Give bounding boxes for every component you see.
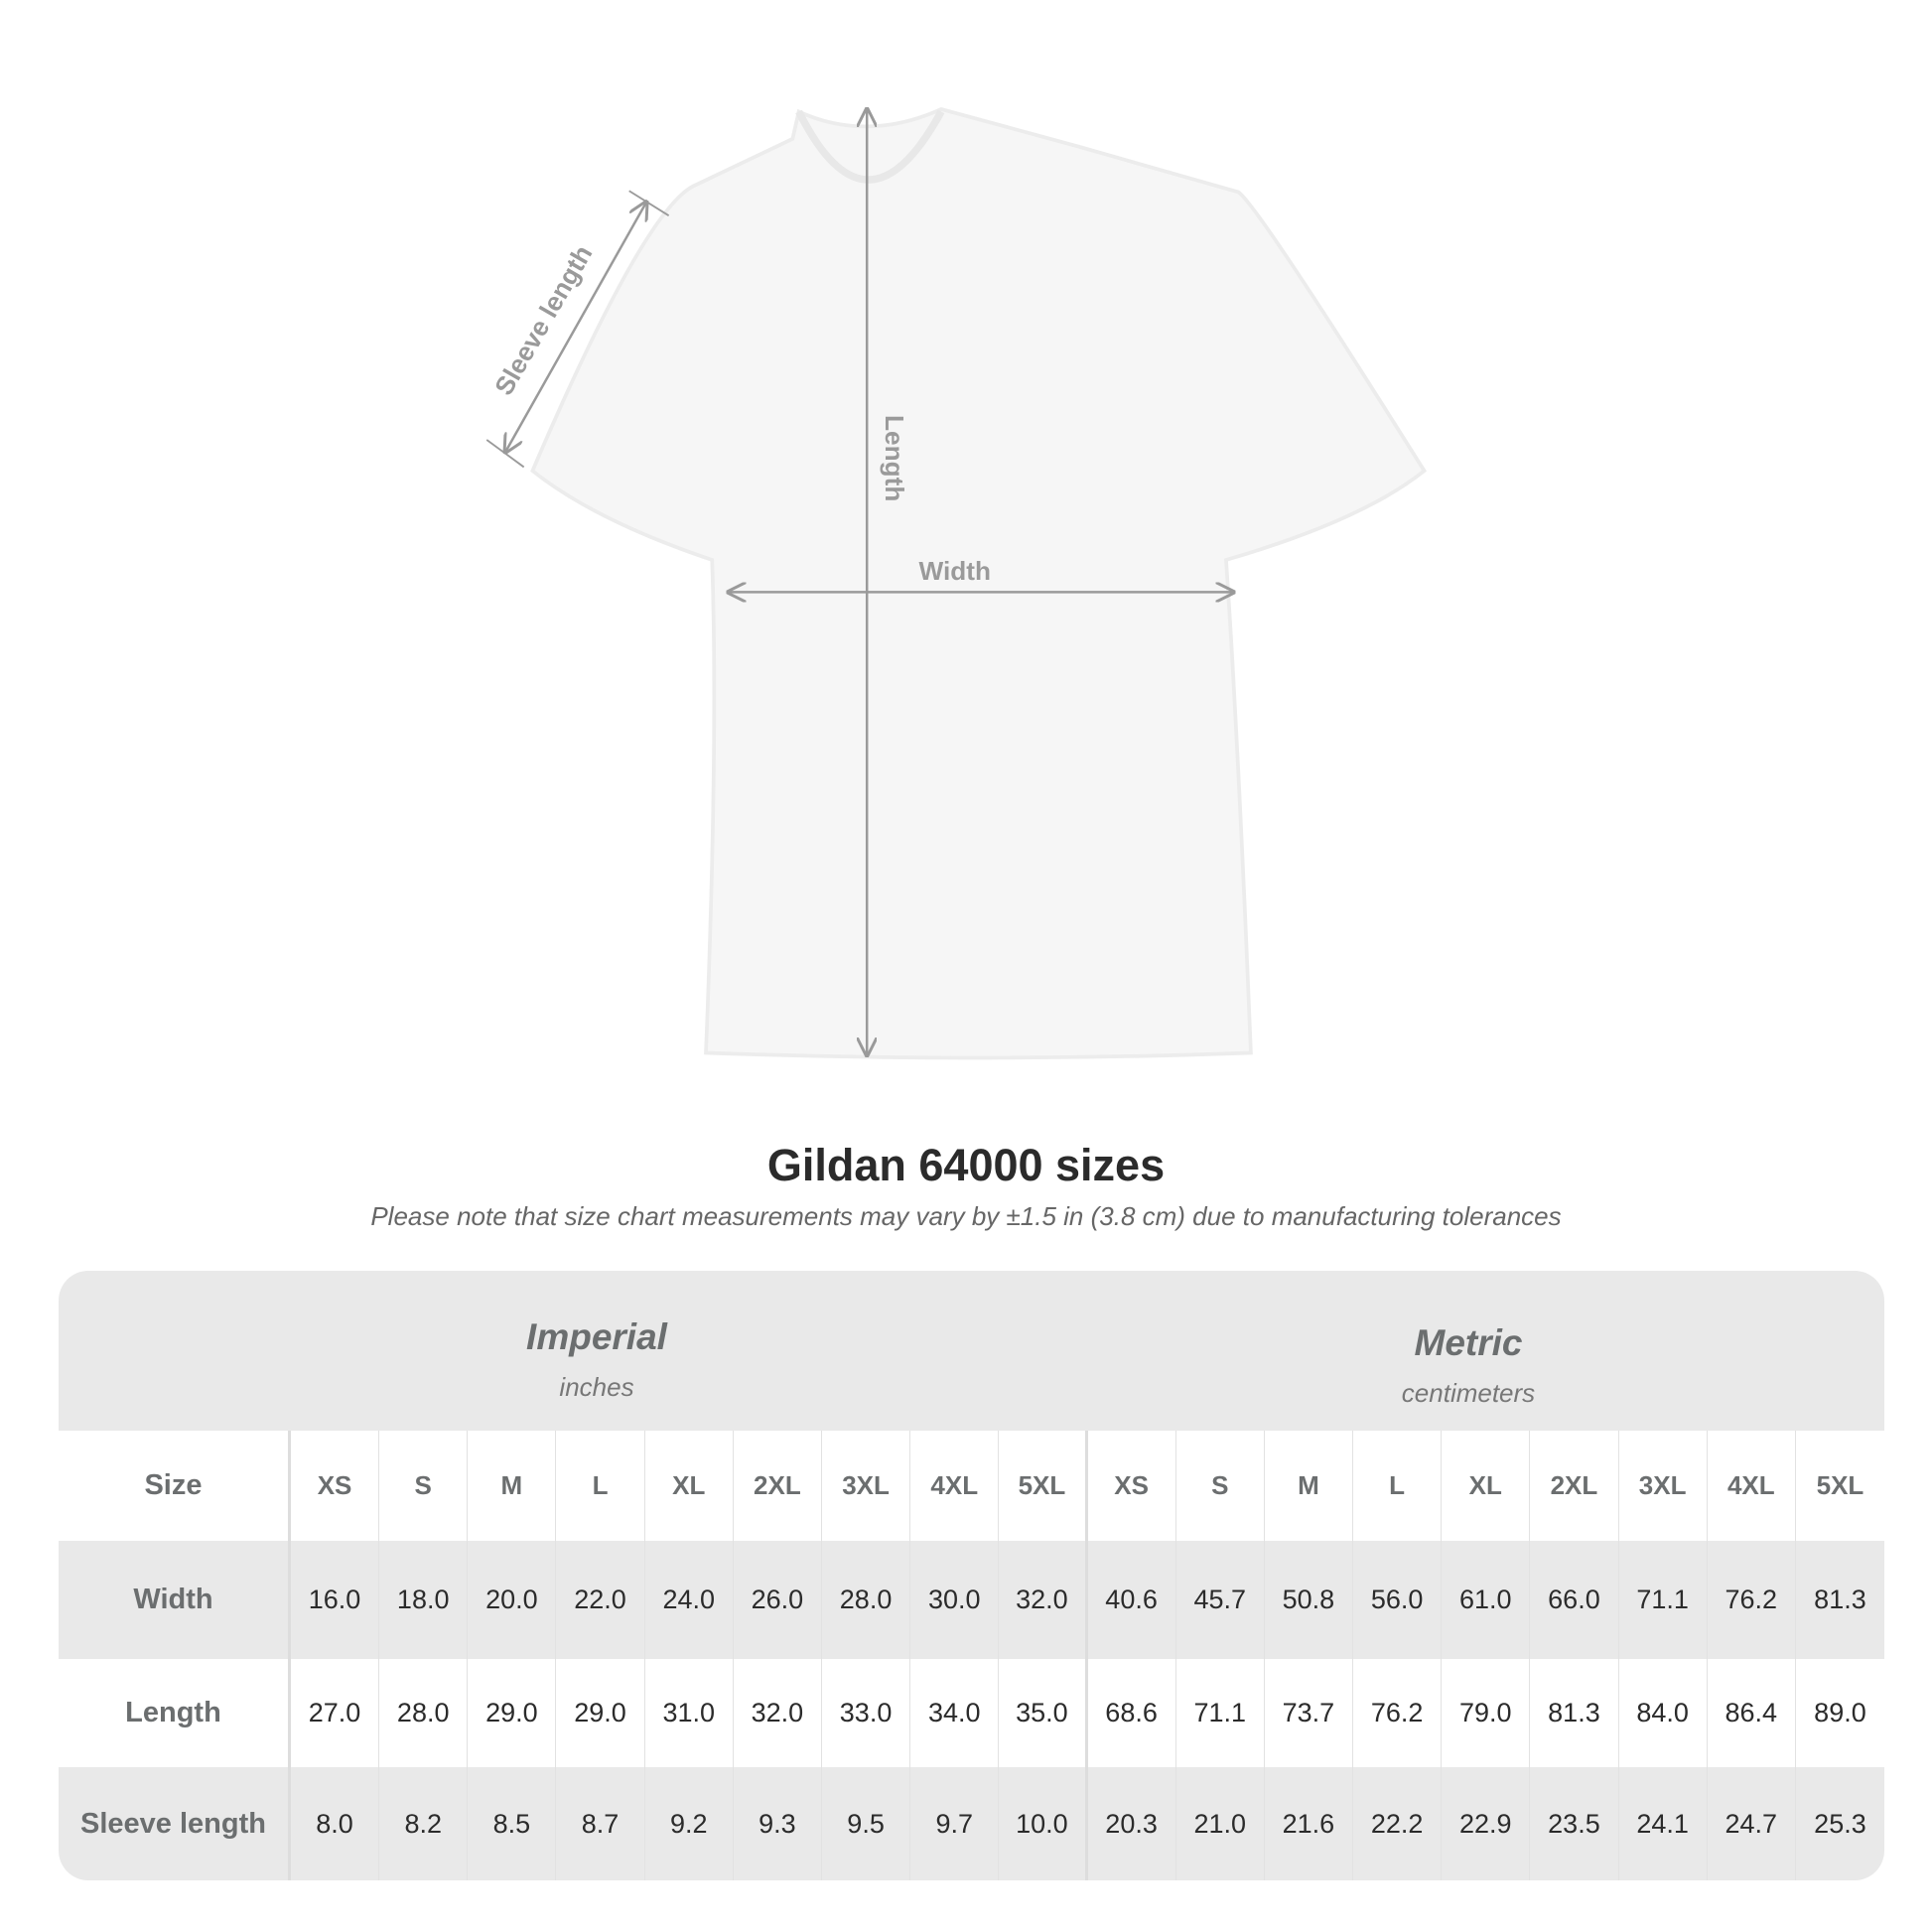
table-cell: 8.7 — [556, 1767, 645, 1880]
table-cell: 81.3 — [1814, 1585, 1866, 1614]
table-cell: 79.0 — [1442, 1659, 1531, 1767]
table-cell: 8.0 — [291, 1767, 380, 1880]
table-cell: 73.7 — [1265, 1659, 1354, 1767]
tolerance-note: Please note that size chart measurements… — [370, 1201, 1562, 1231]
table-cell: 33.0 — [822, 1659, 911, 1767]
length-label: Length — [880, 415, 909, 501]
table-cell: 76.2 — [1353, 1659, 1443, 1767]
table-cell: 89.0 — [1814, 1698, 1866, 1727]
size-table: Imperial inches Metric centimeters Size … — [59, 1271, 1884, 1880]
table-cell: 26.0 — [734, 1541, 822, 1659]
size-header-cell: 4XL — [1708, 1431, 1796, 1541]
size-header-cell: 3XL — [822, 1431, 911, 1541]
table-cell: 32.0 — [734, 1659, 822, 1767]
table-row: Width 16.0 18.0 20.0 22.0 24.0 26.0 28.0 30.0 32.… — [59, 1541, 1884, 1659]
table-cell: 40.6 — [1088, 1541, 1176, 1659]
table-cell: 9.2 — [645, 1767, 734, 1880]
table-cell: 20.3 — [1088, 1767, 1176, 1880]
size-header-cell: 5XL — [1816, 1470, 1864, 1500]
size-header-cell: 2XL — [734, 1431, 822, 1541]
table-cell: 24.0 — [645, 1541, 734, 1659]
table-cell: 8.2 — [379, 1767, 469, 1880]
table-cell: 30.0 — [910, 1541, 1000, 1659]
row-label: Width — [59, 1541, 291, 1659]
unit-header-band — [59, 1271, 1884, 1431]
size-header-cell: L — [556, 1431, 645, 1541]
table-cell: 66.0 — [1530, 1541, 1619, 1659]
width-label: Width — [919, 556, 991, 586]
table-cell: 22.2 — [1353, 1767, 1443, 1880]
table-cell: 23.5 — [1530, 1767, 1619, 1880]
table-cell: 22.0 — [556, 1541, 645, 1659]
table-cell: 84.0 — [1619, 1659, 1708, 1767]
table-cell: 22.9 — [1442, 1767, 1531, 1880]
page-title: Gildan 64000 sizes — [766, 1140, 1166, 1190]
table-cell: 31.0 — [645, 1659, 734, 1767]
table-cell: 29.0 — [556, 1659, 645, 1767]
table-cell: 35.0 — [999, 1659, 1088, 1767]
table-cell: 25.3 — [1814, 1808, 1866, 1839]
table-cell: 34.0 — [910, 1659, 1000, 1767]
size-header-cell: XS — [1088, 1431, 1176, 1541]
table-cell: 28.0 — [822, 1541, 911, 1659]
table-cell: 71.1 — [1176, 1659, 1265, 1767]
table-cell: 32.0 — [999, 1541, 1088, 1659]
size-header-cell: L — [1353, 1431, 1443, 1541]
table-cell: 29.0 — [468, 1659, 557, 1767]
size-label: Size — [59, 1431, 291, 1541]
imperial-header: Imperial inches — [526, 1316, 667, 1402]
size-header-cell: XS — [291, 1431, 380, 1541]
size-header-cell: M — [1265, 1431, 1354, 1541]
table-cell: 45.7 — [1176, 1541, 1265, 1659]
table-cell: 9.3 — [734, 1767, 822, 1880]
sleeve-arrow — [505, 202, 646, 452]
table-cell: 20.0 — [468, 1541, 557, 1659]
table-row: Sleeve length 8.0 8.2 8.5 8.7 9.2 9.3 9.5 9.7 10.… — [59, 1767, 1884, 1880]
table-row: Length 27.0 28.0 29.0 29.0 31.0 32.0 33.0 34.0 35… — [59, 1659, 1884, 1767]
table-cell: 27.0 — [291, 1659, 380, 1767]
size-header-cell: 2XL — [1530, 1431, 1619, 1541]
size-header-cell: M — [468, 1431, 557, 1541]
table-cell: 24.1 — [1619, 1767, 1708, 1880]
table-cell: 9.5 — [822, 1767, 911, 1880]
tshirt-diagram: Sleeve length Length Width — [485, 0, 1428, 1060]
table-cell: 50.8 — [1265, 1541, 1354, 1659]
size-header-cell: 5XL — [999, 1431, 1088, 1541]
size-header-cell: S — [1176, 1431, 1265, 1541]
table-cell: 10.0 — [999, 1767, 1088, 1880]
size-header-cell: XL — [1442, 1431, 1531, 1541]
size-row: Size XS S M L XL 2XL 3XL 4XL 5XL XS S M L XL 2XL 3XL 4XL… — [59, 1431, 1884, 1541]
table-cell: 18.0 — [379, 1541, 469, 1659]
table-cell: 8.5 — [468, 1767, 557, 1880]
table-cell: 71.1 — [1619, 1541, 1708, 1659]
table-cell: 9.7 — [910, 1767, 1000, 1880]
table-cell: 28.0 — [379, 1659, 469, 1767]
row-label: Sleeve length — [59, 1767, 291, 1880]
size-header-cell: 4XL — [910, 1431, 1000, 1541]
table-cell: 81.3 — [1530, 1659, 1619, 1767]
table-cell: 68.6 — [1088, 1659, 1176, 1767]
size-header-cell: 3XL — [1619, 1431, 1708, 1541]
table-cell: 56.0 — [1353, 1541, 1443, 1659]
size-header-cell: S — [379, 1431, 469, 1541]
table-cell: 61.0 — [1442, 1541, 1531, 1659]
table-cell: 24.7 — [1708, 1767, 1796, 1880]
table-cell: 21.6 — [1265, 1767, 1354, 1880]
table-cell: 86.4 — [1708, 1659, 1796, 1767]
size-header-cell: XL — [645, 1431, 734, 1541]
metric-header: Metric centimeters — [1401, 1322, 1536, 1408]
table-cell: 21.0 — [1176, 1767, 1265, 1880]
table-cell: 76.2 — [1708, 1541, 1796, 1659]
row-label: Length — [59, 1659, 291, 1767]
table-cell: 16.0 — [291, 1541, 380, 1659]
